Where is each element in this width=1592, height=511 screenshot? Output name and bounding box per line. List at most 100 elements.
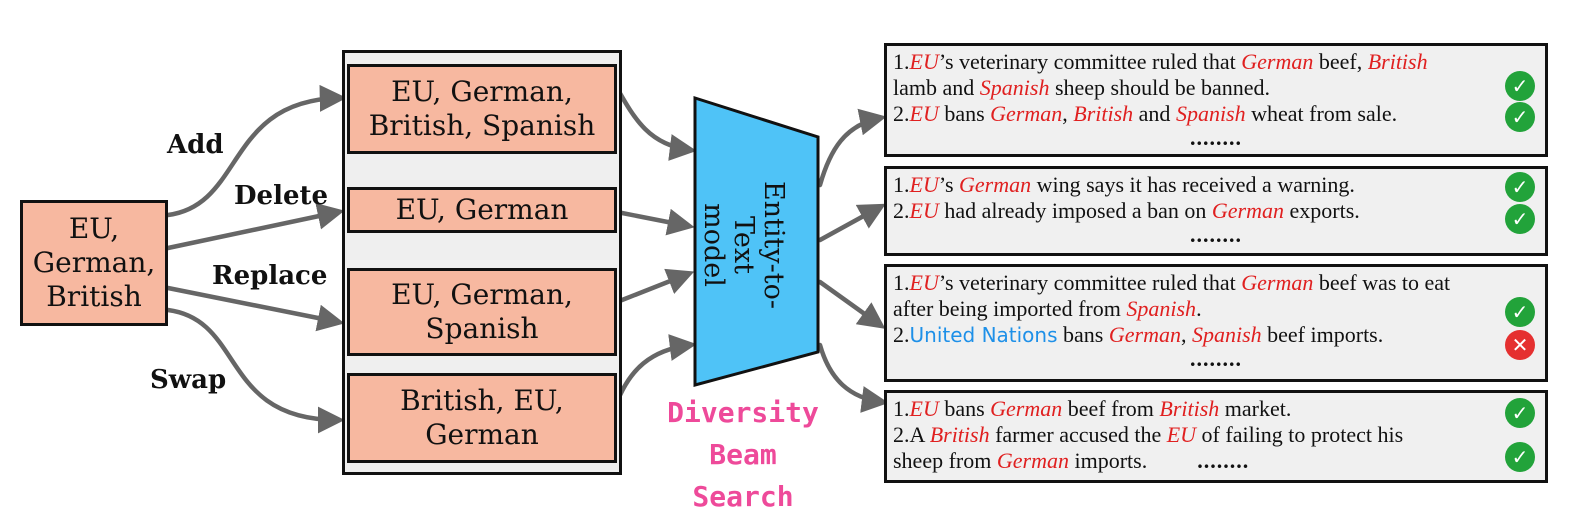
sentence-text: after being imported from	[893, 296, 1127, 321]
arrow-delete	[165, 202, 345, 251]
entity-mention: German	[996, 448, 1069, 473]
entity-mention: British	[929, 422, 990, 447]
entity-mention: German	[1108, 322, 1181, 347]
entity-mention: German	[1241, 270, 1314, 295]
variant-box-add: EU, German, British, Spanish	[347, 64, 617, 154]
variant-label-replace: EU, German, Spanish	[391, 278, 573, 345]
op-swap-label: Swap	[150, 365, 227, 395]
output-panel-1: 1.EU’s veterinary committee ruled that G…	[884, 43, 1548, 157]
sentence-text: exports.	[1284, 198, 1360, 223]
diversity-beam-search-label: Diversity Beam Search	[667, 396, 819, 511]
sentence-number: 2.	[893, 198, 910, 223]
entity-mention: Spanish	[979, 75, 1050, 100]
output-sentence-continuation: sheep from German imports.........	[893, 448, 1539, 474]
sentence-text: imports.	[1068, 448, 1148, 473]
op-delete-label: Delete	[234, 181, 329, 211]
arrow-v2-model	[614, 208, 695, 236]
entity-mention: EU	[909, 49, 939, 74]
entity-to-text-model-label: Entity-to-Text model	[698, 180, 789, 310]
variant-box-replace: EU, German, Spanish	[347, 268, 617, 356]
sentence-number: 1.	[893, 49, 910, 74]
more-ellipsis: ........	[1190, 346, 1242, 371]
sentence-text: ’s veterinary committee ruled that	[938, 270, 1242, 295]
variant-box-swap: British, EU, German	[347, 373, 617, 463]
entity-mention: Spanish	[1175, 101, 1246, 126]
entity-mention: German	[990, 396, 1063, 421]
source-entities-box: EU, German, British	[20, 200, 168, 326]
arrow-model-o3	[817, 279, 886, 329]
sentence-text: farmer accused the	[989, 422, 1167, 447]
entity-mention: EU	[909, 270, 939, 295]
output-panel-2: 1.EU’s German wing says it has received …	[884, 166, 1548, 256]
sentence-text: beef was to eat	[1313, 270, 1451, 295]
sentence-number: 1.	[893, 172, 910, 197]
output-sentence: 1.EU bans German beef from British marke…	[893, 396, 1539, 422]
entity-mention: EU	[909, 198, 939, 223]
entity-mention: British	[1159, 396, 1220, 421]
entity-mention: EU	[909, 396, 939, 421]
source-entities-label: EU, German, British	[32, 212, 156, 313]
output-panel-4: 1.EU bans German beef from British marke…	[884, 390, 1548, 483]
arrow-model-o4	[817, 342, 889, 413]
sentence-text: beef from	[1062, 396, 1160, 421]
arrow-model-o2	[817, 203, 886, 243]
wrong-entity-mention: United Nations	[909, 323, 1058, 347]
sentence-text: lamb and	[893, 75, 980, 100]
sentence-text: of failing to protect his	[1196, 422, 1404, 447]
sentence-number: 2.	[893, 422, 910, 447]
sentence-text: and	[1133, 101, 1176, 126]
output-sentence-continuation: lamb and Spanish sheep should be banned.	[893, 75, 1539, 101]
check-circle-icon: ✓	[1505, 398, 1535, 428]
entity-mention: German	[1241, 49, 1314, 74]
entity-mention: British	[1073, 101, 1134, 126]
sentence-text: A	[909, 422, 930, 447]
sentence-text: bans	[1057, 322, 1109, 347]
sentence-text: market.	[1219, 396, 1292, 421]
entity-mention: German	[959, 172, 1032, 197]
sentence-text: sheep from	[893, 448, 997, 473]
arrow-add	[165, 84, 347, 218]
check-circle-icon: ✓	[1505, 102, 1535, 132]
output-sentence: 1.EU’s veterinary committee ruled that G…	[893, 270, 1539, 296]
op-add-label: Add	[167, 130, 224, 160]
variant-box-delete: EU, German	[347, 187, 617, 233]
variant-label-delete: EU, German	[395, 193, 569, 226]
sentence-text: ,	[1180, 322, 1192, 347]
check-circle-icon: ✓	[1505, 204, 1535, 234]
entity-mention: EU	[1166, 422, 1197, 447]
sentence-text: beef imports.	[1261, 322, 1384, 347]
check-circle-icon: ✓	[1505, 71, 1535, 101]
sentence-text: ,	[1062, 101, 1074, 126]
sentence-number: 2.	[893, 101, 910, 126]
sentence-text: sheep should be banned.	[1049, 75, 1271, 100]
arrow-replace	[165, 285, 345, 332]
check-circle-icon: ✓	[1505, 172, 1535, 202]
sentence-text: beef,	[1313, 49, 1368, 74]
sentence-text: bans	[938, 101, 991, 126]
entity-mention: German	[990, 101, 1063, 126]
sentence-text: bans	[938, 396, 991, 421]
sentence-text: wheat from sale.	[1245, 101, 1398, 126]
entity-mention: Spanish	[1126, 296, 1197, 321]
cross-circle-icon: ✕	[1505, 330, 1535, 360]
output-sentence-continuation: after being imported from Spanish.	[893, 296, 1539, 322]
sentence-number: 1.	[893, 270, 910, 295]
sentence-number: 2.	[893, 322, 910, 347]
arrow-v1-model	[614, 85, 697, 161]
arrow-swap	[165, 307, 345, 434]
output-sentence: 2.United Nations bans German, Spanish be…	[893, 322, 1539, 348]
check-circle-icon: ✓	[1505, 442, 1535, 472]
op-replace-label: Replace	[212, 261, 328, 291]
variant-label-add: EU, German, British, Spanish	[368, 75, 596, 142]
output-panel-3: 1.EU’s veterinary committee ruled that G…	[884, 264, 1548, 382]
more-ellipsis: ........	[1190, 222, 1242, 247]
sentence-text: ’s veterinary committee ruled that	[938, 49, 1242, 74]
entity-mention: British	[1367, 49, 1428, 74]
sentence-text: had already imposed a ban on	[938, 198, 1212, 223]
entity-mention: Spanish	[1191, 322, 1262, 347]
entity-mention: EU	[909, 172, 939, 197]
sentence-text: wing says it has received a warning.	[1031, 172, 1355, 197]
variant-label-swap: British, EU, German	[400, 384, 564, 451]
output-sentence: 1.EU’s German wing says it has received …	[893, 172, 1539, 198]
